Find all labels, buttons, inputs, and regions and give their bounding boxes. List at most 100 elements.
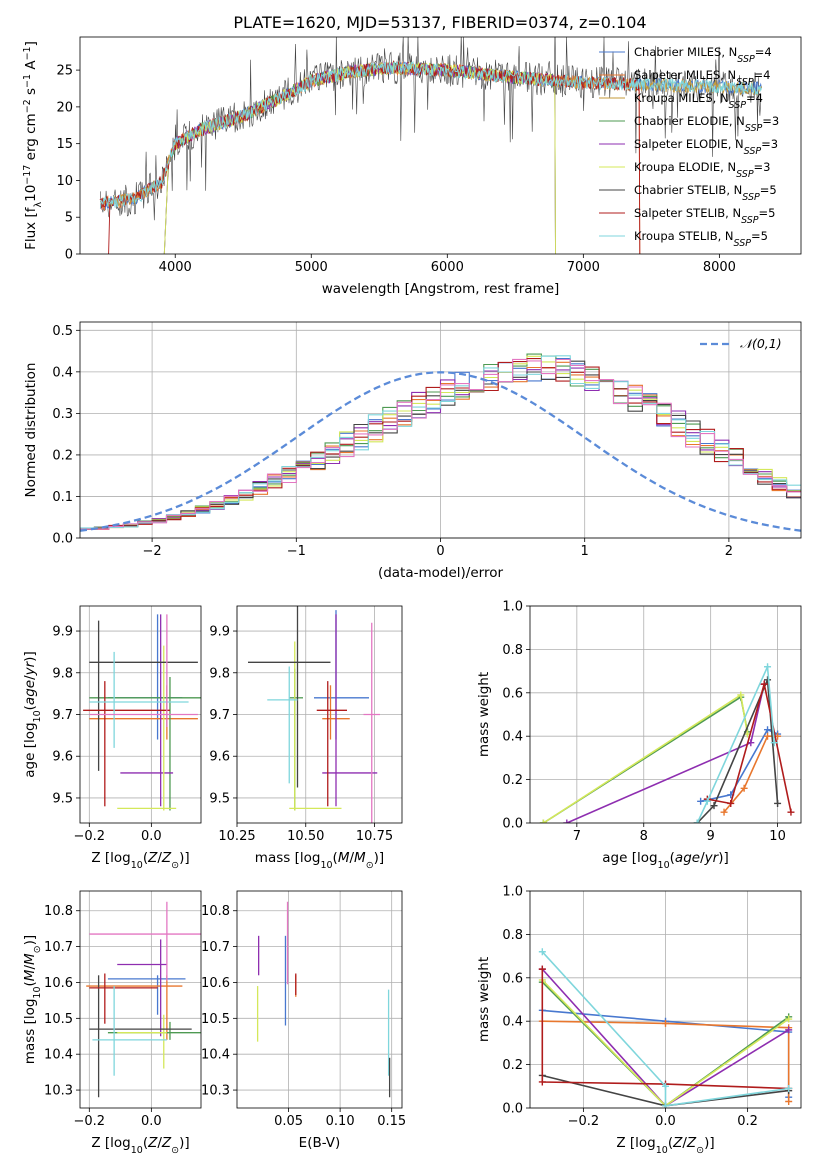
label-part: =5: [751, 229, 768, 243]
histograms: [80, 353, 801, 532]
point-marker: [693, 819, 701, 823]
label-part: ⊙: [696, 1145, 704, 1156]
y-tick-label: 10.7: [201, 940, 230, 955]
label-part: M: [22, 953, 38, 965]
x-tick-label: 1: [581, 544, 589, 559]
y-tick-label: 10.6: [201, 976, 230, 991]
y-tick-label: 10.4: [201, 1048, 230, 1063]
y-tick-label: 0.8: [502, 928, 523, 943]
y-tick-label: 0.8: [502, 643, 523, 658]
x-tick-label: −1: [287, 544, 306, 559]
label-part: SSP: [741, 215, 759, 226]
legend-entry: Chabrier STELIB, NSSP=5: [634, 183, 777, 203]
y-tick-label: 10.6: [44, 976, 73, 991]
label-part: Salpeter MILES, N: [634, 68, 736, 82]
y-tick-label: 0.6: [502, 971, 523, 986]
spectrum-line: [163, 61, 556, 254]
label-part: mass weight: [476, 672, 492, 757]
label-part: 10: [131, 860, 143, 871]
legend-entry: 𝒩(0,1): [740, 336, 782, 351]
y-axis-label: mass [log10(M/M⊙)]: [22, 935, 43, 1064]
y-tick-label: 9.6: [209, 750, 230, 765]
legend-entry: Chabrier ELODIE, NSSP=3: [634, 114, 779, 134]
y-tick-label: 10.3: [201, 1084, 230, 1099]
label-part: 10: [23, 185, 39, 202]
y-tick-label: 10.5: [201, 1012, 230, 1027]
label-part: 10: [320, 860, 332, 871]
point-marker: [697, 797, 705, 805]
x-tick-label: 0.05: [274, 1114, 303, 1129]
point-marker: [720, 808, 728, 816]
point-marker: [785, 1084, 793, 1092]
panel-1: PLATE=1620, MJD=53137, FIBERID=0374, z=0…: [22, 13, 802, 297]
y-tick-label: 10.7: [44, 940, 73, 955]
weight-line: [541, 951, 789, 1107]
legend-entry: Kroupa ELODIE, NSSP=3: [634, 160, 771, 180]
label-part: =5: [760, 183, 777, 197]
label-part: (: [22, 981, 38, 986]
label-part: SSP: [734, 238, 752, 249]
label-part: )]: [179, 850, 190, 866]
label-part: )]: [374, 850, 385, 866]
x-tick-label: 4000: [159, 260, 192, 275]
label-part: Z [log: [616, 1135, 655, 1151]
label-part: =3: [754, 160, 771, 174]
weight-line: [542, 1020, 790, 1102]
label-part: Kroupa ELODIE, N: [634, 160, 736, 174]
y-tick-label: 0.0: [502, 817, 523, 832]
x-tick-label: 0.0: [141, 829, 162, 844]
x-axis-label: Z [log10(Z/Z⊙)]: [91, 850, 189, 871]
label-part: ⊙: [171, 1145, 179, 1156]
x-tick-label: 2: [725, 544, 733, 559]
label-part: Z: [672, 1135, 683, 1151]
y-tick-label: 0.2: [52, 448, 73, 463]
x-tick-label: 0.15: [377, 1114, 406, 1129]
label-part: Z: [161, 850, 172, 866]
x-tick-label: 10.25: [218, 829, 255, 844]
x-tick-label: 0.2: [737, 1114, 758, 1129]
x-tick-label: −2: [143, 544, 162, 559]
axes-frame: [529, 605, 802, 824]
gaussian-curve: [80, 371, 801, 532]
point-marker: [662, 1082, 669, 1090]
point-marker: [662, 1019, 669, 1027]
label-part: yr: [22, 660, 38, 676]
label-part: E(B-V): [299, 1135, 341, 1151]
x-tick-label: 6000: [431, 260, 464, 275]
label-part: Z: [161, 1135, 172, 1151]
label-part: age [log: [602, 850, 657, 866]
spectrum-line: [163, 60, 556, 254]
weight-lines: [538, 948, 793, 1108]
label-part: (: [668, 1135, 673, 1151]
label-part: )]: [22, 651, 38, 662]
label-part: Salpeter ELODIE, N: [634, 137, 744, 151]
x-tick-label: 8000: [703, 260, 736, 275]
panel-2: −2 −1 0 1 2 0.0 0.1 0.2 0.3 0.4 0.5 (data-model)/er…: [23, 321, 802, 581]
legend-entry: Salpeter MILES, NSSP=4: [634, 68, 771, 88]
label-part: /: [22, 965, 38, 970]
label-part: /: [157, 850, 162, 866]
label-part: (: [143, 1135, 148, 1151]
label-part: A: [23, 60, 39, 74]
label-part: )]: [704, 1135, 715, 1151]
y-tick-label: 9.9: [52, 625, 73, 640]
y-tick-label: 25: [56, 64, 73, 79]
point-marker: [737, 691, 745, 699]
y-tick-label: 0.0: [502, 1102, 523, 1117]
label-part: Z: [147, 1135, 158, 1151]
point-marker: [785, 1026, 793, 1034]
x-tick-label: −0.2: [74, 1114, 106, 1129]
y-tick-label: 0.4: [502, 730, 523, 745]
y-tick-label: 0.0: [52, 532, 73, 547]
label-part: (: [333, 850, 338, 866]
point-marker: [770, 739, 778, 747]
error-bars: [86, 901, 201, 1098]
x-tick-label: 7000: [567, 260, 600, 275]
x-axis-label: (data-model)/error: [378, 565, 504, 581]
error-bars: [83, 614, 201, 811]
histogram-step: [80, 358, 801, 530]
legend-entry: Salpeter STELIB, NSSP=5: [634, 206, 775, 226]
point-marker: [760, 680, 768, 688]
